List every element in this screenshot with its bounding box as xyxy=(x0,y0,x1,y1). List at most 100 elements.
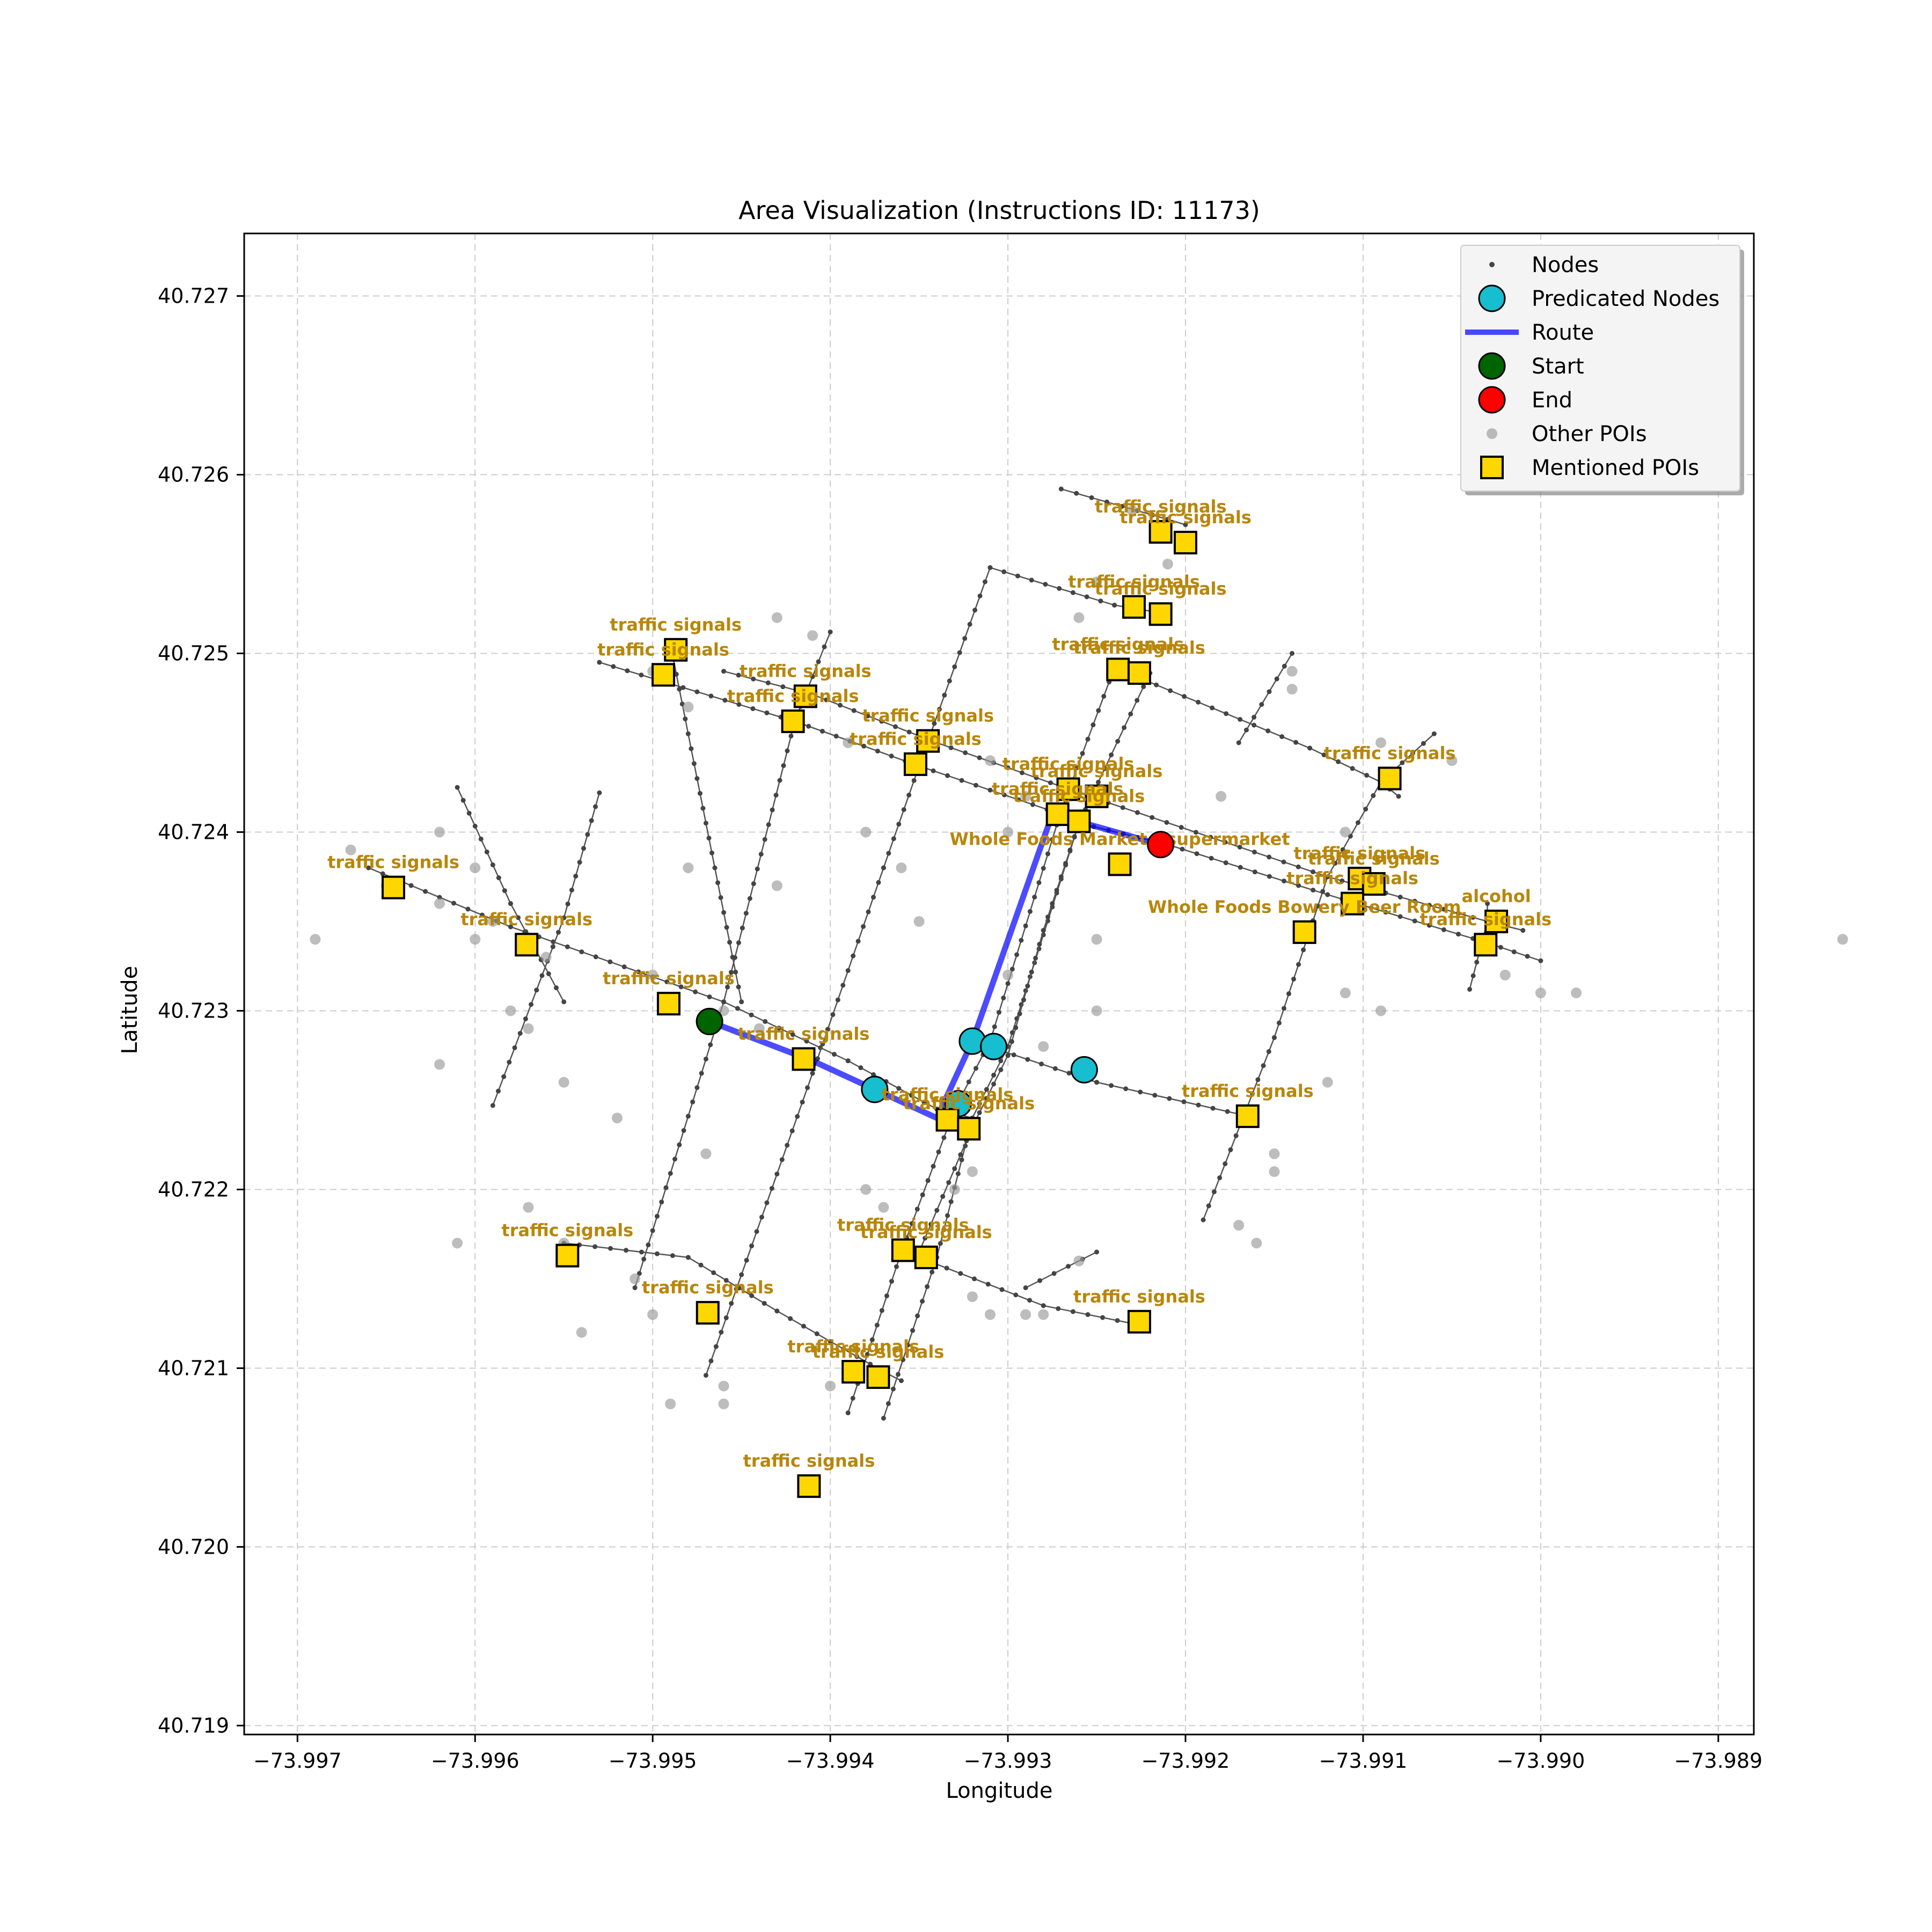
node-point xyxy=(423,889,428,894)
node-point xyxy=(770,807,775,813)
node-point xyxy=(1101,693,1107,699)
node-point xyxy=(1045,851,1051,857)
x-tick-label: −73.990 xyxy=(1496,1749,1585,1773)
x-tick-label: −73.993 xyxy=(964,1749,1052,1773)
node-point xyxy=(1209,855,1214,861)
node-point xyxy=(736,702,742,707)
node-point xyxy=(597,660,602,665)
node-point xyxy=(819,729,825,734)
node-point xyxy=(947,678,952,684)
node-point xyxy=(1224,711,1229,716)
node-point xyxy=(1474,960,1480,965)
node-point xyxy=(762,837,767,842)
node-point xyxy=(1085,1312,1091,1318)
node-point xyxy=(785,748,790,753)
mentioned-poi-marker xyxy=(1341,891,1365,916)
node-point xyxy=(945,773,950,778)
node-point xyxy=(1096,708,1101,713)
node-point xyxy=(764,710,770,715)
other-poi-point xyxy=(718,1005,729,1016)
node-point xyxy=(977,1110,982,1115)
other-poi-point xyxy=(434,1059,445,1070)
mentioned-poi-label: traffic signals xyxy=(738,1023,870,1044)
node-point xyxy=(941,1227,947,1232)
node-point xyxy=(1276,1020,1282,1026)
mentioned-poi-marker xyxy=(1056,777,1080,801)
node-point xyxy=(1043,582,1048,587)
node-point xyxy=(1238,865,1243,870)
node-point xyxy=(806,723,811,729)
node-point xyxy=(906,729,912,735)
node-point xyxy=(641,1256,647,1262)
other-poi-point xyxy=(896,862,907,874)
other-poi-point xyxy=(1216,791,1227,802)
node-point xyxy=(763,1019,768,1024)
mentioned-poi-marker xyxy=(903,752,927,776)
node-point xyxy=(781,763,786,769)
node-point xyxy=(1193,830,1198,835)
node-point xyxy=(1128,711,1133,716)
node-point xyxy=(713,1344,719,1349)
node-point xyxy=(722,698,728,703)
node-point xyxy=(909,1093,914,1098)
node-point xyxy=(1311,888,1316,893)
node-point xyxy=(1150,815,1155,820)
node-point xyxy=(1210,1106,1216,1111)
mentioned-poi-label: traffic signals xyxy=(1119,507,1252,528)
other-poi-point xyxy=(1340,987,1351,999)
mentioned-poi-marker xyxy=(781,709,805,734)
node-point xyxy=(1119,504,1125,509)
node-point xyxy=(573,874,579,879)
mentioned-poi-marker xyxy=(1474,933,1498,957)
node-point xyxy=(766,822,771,828)
other-poi-point xyxy=(1322,1077,1333,1088)
y-tick-label: 40.726 xyxy=(158,463,229,487)
node-point xyxy=(706,836,712,841)
mentioned-poi-label: traffic signals xyxy=(787,1336,919,1357)
node-point xyxy=(1181,1099,1187,1104)
node-point xyxy=(810,1071,815,1076)
node-point xyxy=(759,1214,764,1220)
end-marker xyxy=(1147,831,1175,859)
node-point xyxy=(550,944,555,949)
node-point xyxy=(1032,895,1037,900)
node-point xyxy=(966,1079,971,1085)
node-point xyxy=(1236,740,1241,745)
other-poi-point xyxy=(1340,826,1351,838)
node-point xyxy=(472,823,478,829)
other-poi-point xyxy=(1837,934,1848,945)
node-point xyxy=(958,1152,963,1158)
node-point xyxy=(727,940,733,945)
node-point xyxy=(1293,740,1299,745)
mentioned-poi-label: traffic signals xyxy=(642,1277,774,1298)
node-point xyxy=(1196,1102,1201,1108)
node-point xyxy=(973,782,978,788)
node-point xyxy=(1520,928,1526,933)
node-point xyxy=(455,785,460,790)
node-point xyxy=(998,1058,1004,1064)
node-point xyxy=(1001,569,1007,574)
node-point xyxy=(1321,752,1327,758)
other-poi-point xyxy=(843,737,854,748)
node-point xyxy=(685,1114,691,1119)
node-point xyxy=(516,915,521,920)
node-point xyxy=(736,984,741,990)
node-point xyxy=(977,755,982,760)
mentioned-poi-label: traffic signals xyxy=(603,968,735,989)
node-point xyxy=(1266,1049,1271,1055)
node-point xyxy=(611,664,616,669)
node-point xyxy=(914,1206,920,1212)
node-point xyxy=(694,1085,700,1091)
node-point xyxy=(698,1262,704,1268)
node-point xyxy=(749,1243,755,1249)
mentioned-poi-marker xyxy=(515,933,539,957)
node-point xyxy=(1412,918,1417,924)
x-axis-label: Longitude xyxy=(946,1779,1053,1803)
node-point xyxy=(593,804,598,809)
node-point xyxy=(1267,874,1272,879)
node-point xyxy=(1115,738,1121,744)
node-point xyxy=(1310,869,1315,875)
node-point xyxy=(845,968,851,974)
node-point xyxy=(936,1149,941,1154)
node-point xyxy=(891,836,896,841)
